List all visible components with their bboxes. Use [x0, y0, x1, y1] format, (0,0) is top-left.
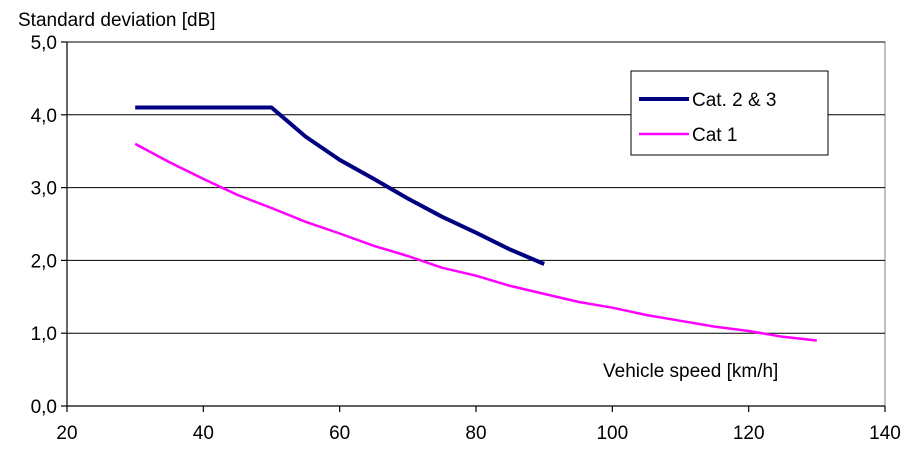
y-tick-label: 0,0 — [31, 397, 57, 418]
legend: Cat. 2 & 3 Cat 1 — [630, 70, 829, 156]
legend-label-cat-1: Cat 1 — [692, 125, 737, 146]
series-line-cat-2-3 — [135, 105, 545, 266]
y-axis-label: Standard deviation [dB] — [18, 10, 216, 31]
series-lines — [134, 105, 817, 342]
legend-box — [630, 70, 829, 156]
y-tick-label: 1,0 — [31, 324, 57, 345]
x-tick-label: 140 — [869, 423, 901, 444]
ticks: 0,0 1,0 2,0 3,0 4,0 5,0 20 40 60 80 100 120 140 — [31, 33, 901, 444]
x-tick-label: 120 — [733, 423, 765, 444]
x-tick-label: 100 — [596, 423, 628, 444]
x-axis-label: Vehicle speed [km/h] — [603, 361, 778, 382]
y-tick-label: 3,0 — [31, 179, 57, 200]
x-tick-label: 40 — [193, 423, 214, 444]
x-tick-label: 60 — [329, 423, 350, 444]
y-tick-label: 5,0 — [31, 33, 57, 54]
x-tick-label: 80 — [465, 423, 486, 444]
y-tick-label: 4,0 — [31, 106, 57, 127]
legend-label-cat-2-3: Cat. 2 & 3 — [692, 90, 777, 111]
series-line-cat-1 — [134, 142, 817, 342]
grid-lines — [67, 41, 885, 334]
x-tick-label: 20 — [56, 423, 77, 444]
y-tick-label: 2,0 — [31, 251, 57, 272]
